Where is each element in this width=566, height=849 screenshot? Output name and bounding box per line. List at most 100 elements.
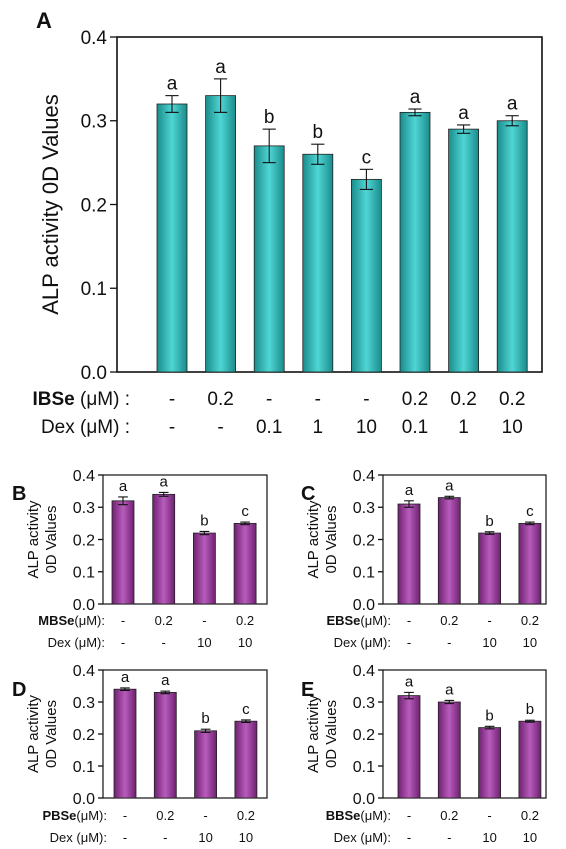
condition-value: 0.2 — [450, 389, 476, 410]
condition-value: - — [407, 613, 411, 628]
compound-name: PBSe — [42, 808, 76, 823]
y-axis-label: 0D Values — [43, 505, 60, 573]
y-tick-label: 0.3 — [81, 112, 107, 133]
significance-letter: b — [313, 122, 324, 143]
bar — [234, 720, 258, 799]
significance-letter: a — [445, 681, 454, 698]
significance-letter: b — [526, 701, 534, 718]
bar — [156, 103, 188, 373]
y-tick-label: 0.2 — [353, 727, 375, 744]
condition-value: - — [162, 635, 166, 650]
bar — [194, 730, 218, 799]
bar — [397, 695, 421, 799]
y-tick-label: 0.1 — [353, 759, 375, 776]
y-axis-label: ALP activity — [25, 694, 42, 773]
condition-value: 0.2 — [207, 389, 233, 410]
significance-letter: a — [507, 94, 518, 115]
y-tick-label: 0.3 — [73, 500, 95, 517]
condition-value: - — [217, 417, 223, 438]
condition-value: - — [123, 830, 127, 845]
bar — [397, 503, 421, 605]
condition-row-label: BBSe(μM): — [326, 808, 391, 823]
condition-value: - — [163, 830, 167, 845]
y-axis-label: 0D Values — [323, 700, 340, 768]
significance-letter: c — [526, 503, 534, 520]
condition-value: - — [121, 635, 125, 650]
y-tick-label: 0.1 — [73, 759, 95, 776]
condition-unit: (μM): — [76, 808, 107, 823]
condition-unit: (μM): — [74, 613, 105, 628]
bar — [437, 497, 461, 605]
significance-letter: c — [362, 147, 372, 168]
condition-value: 1 — [458, 417, 469, 438]
condition-row-label: Dex (μM): — [334, 830, 391, 845]
y-tick-label: 0.2 — [73, 532, 95, 549]
y-tick-label: 0.0 — [353, 597, 375, 614]
condition-value: 0.2 — [521, 808, 539, 823]
significance-letter: b — [200, 512, 208, 529]
condition-value: 10 — [523, 635, 537, 650]
bar — [478, 727, 502, 799]
condition-row-label: IBSe (μM) : — [32, 389, 130, 410]
condition-value: 0.2 — [440, 613, 458, 628]
condition-value: 10 — [239, 830, 253, 845]
bar — [302, 153, 334, 373]
y-axis-label: ALP activity — [25, 500, 42, 579]
condition-value: 10 — [198, 830, 212, 845]
bar — [111, 500, 135, 605]
condition-row-label: MBSe(μM): — [38, 613, 105, 628]
condition-row-label: Dex (μM): — [334, 635, 391, 650]
panel-letter: E — [301, 679, 314, 701]
y-tick-label: 0.0 — [73, 791, 95, 808]
y-tick-label: 0.1 — [353, 565, 375, 582]
bar — [192, 532, 216, 605]
condition-value: - — [407, 635, 411, 650]
bar — [153, 692, 177, 799]
y-tick-label: 0.0 — [73, 597, 95, 614]
condition-value: 0.2 — [156, 808, 174, 823]
condition-value: - — [202, 613, 206, 628]
y-tick-label: 0.4 — [73, 468, 95, 485]
y-tick-label: 0.3 — [73, 695, 95, 712]
condition-value: 0.2 — [521, 613, 539, 628]
significance-letter: c — [241, 503, 249, 520]
condition-value: - — [203, 808, 207, 823]
condition-value: - — [487, 808, 491, 823]
bar — [350, 178, 382, 373]
y-tick-label: 0.0 — [81, 363, 107, 384]
condition-value: 0.1 — [402, 417, 428, 438]
bar — [496, 120, 528, 373]
condition-value: 0.2 — [237, 808, 255, 823]
significance-letter: a — [215, 57, 226, 78]
significance-letter: b — [485, 513, 493, 530]
compound-name: BBSe — [326, 808, 361, 823]
significance-letter: a — [410, 87, 421, 108]
bar — [478, 532, 502, 605]
condition-value: 10 — [197, 635, 211, 650]
chart-panel-e: E 0.0 0.1 0.2 0.3 0.4 ALP activity 0D Values a a b… — [301, 663, 547, 845]
y-tick-label: 0.4 — [353, 468, 375, 485]
condition-row-label: EBSe(μM): — [326, 613, 391, 628]
y-tick-label: 0.0 — [353, 791, 375, 808]
condition-value: - — [169, 389, 175, 410]
condition-row-label: Dex (μM): — [48, 635, 105, 650]
y-tick-label: 0.1 — [73, 565, 95, 582]
condition-value: - — [487, 613, 491, 628]
panel-letter: B — [12, 483, 26, 505]
condition-value: 10 — [356, 417, 377, 438]
condition-row-label: PBSe(μM): — [42, 808, 107, 823]
y-axis-label: ALP activity — [305, 500, 322, 579]
condition-unit: (μM): — [360, 808, 391, 823]
condition-value: 0.2 — [155, 613, 173, 628]
significance-letter: b — [201, 710, 209, 727]
condition-value: - — [123, 808, 127, 823]
y-tick-label: 0.1 — [81, 279, 107, 300]
bar — [437, 701, 461, 799]
bar — [518, 522, 542, 605]
condition-value: 0.1 — [256, 417, 282, 438]
significance-letter: b — [264, 107, 275, 128]
significance-letter: a — [160, 473, 169, 490]
compound-name: MBSe — [38, 613, 74, 628]
y-tick-label: 0.3 — [353, 695, 375, 712]
condition-value: - — [363, 389, 369, 410]
